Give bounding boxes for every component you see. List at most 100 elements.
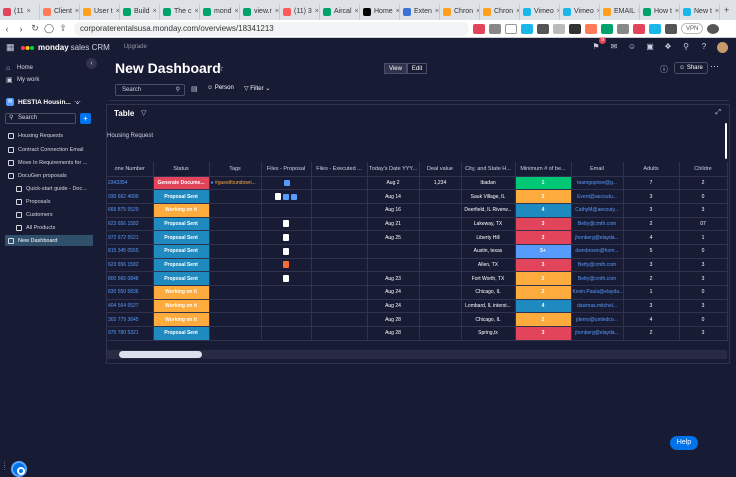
email-cell[interactable]: jhonberg@elayda... [571, 326, 624, 341]
date-cell[interactable] [367, 258, 420, 273]
browser-tab[interactable]: Build × [120, 3, 160, 20]
extension-icon-2[interactable] [489, 23, 501, 34]
min-beds-cell[interactable]: 2 [515, 189, 572, 204]
sidebar-item[interactable]: Quick-start guide - Doc... [5, 183, 93, 194]
date-cell[interactable]: Aug 28 [367, 312, 420, 328]
city-cell[interactable]: Chicago, IL [461, 285, 516, 300]
close-icon[interactable]: × [152, 8, 157, 15]
browser-tab[interactable]: Chron × [480, 3, 520, 20]
sidebar-item[interactable]: Contract Connection Email [5, 144, 93, 155]
email-cell[interactable]: Event@aecoutu... [571, 189, 624, 204]
files-proposal-cell[interactable] [261, 258, 312, 273]
apps-icon[interactable]: ▣ [646, 42, 654, 51]
widget-title[interactable]: Table [114, 109, 135, 118]
more-options-icon[interactable]: ⋯ [74, 99, 81, 106]
browser-tab[interactable]: Client × [40, 3, 80, 20]
phone-cell[interactable]: 800 566 0848 [107, 271, 154, 286]
browser-tab[interactable]: mond × [200, 3, 240, 20]
floating-action-button[interactable] [11, 461, 27, 477]
browser-menu-icon[interactable] [707, 23, 720, 34]
close-icon[interactable]: × [354, 8, 359, 15]
files-executed-cell[interactable] [311, 176, 368, 191]
status-cell[interactable]: Working on it [153, 312, 210, 328]
user-avatar[interactable] [717, 41, 728, 53]
table-row[interactable]: 623 656 1582 Proposal Sent Allen, TX 3 Betty… [107, 258, 728, 273]
deal-value-cell[interactable] [419, 299, 462, 314]
files-executed-cell[interactable] [311, 230, 368, 245]
close-icon[interactable]: × [74, 8, 79, 15]
calendar-icon[interactable]: ▤ [191, 86, 198, 93]
min-beds-cell[interactable]: 4 [515, 299, 572, 314]
children-cell[interactable]: 1 [679, 230, 728, 245]
bell-icon[interactable]: ⚑ 9 [590, 37, 606, 53]
email-cell[interactable]: teamgopriee@g... [571, 176, 624, 191]
date-cell[interactable]: Aug 24 [367, 285, 420, 300]
close-icon[interactable]: × [314, 8, 319, 15]
deal-value-cell[interactable] [419, 203, 462, 218]
column-header[interactable]: City, and State H... [461, 162, 516, 177]
tags-cell[interactable] [209, 299, 262, 314]
vertical-scrollbar[interactable] [725, 123, 727, 159]
status-cell[interactable]: Working on it [153, 285, 210, 300]
files-proposal-cell[interactable] [261, 189, 312, 204]
close-icon[interactable]: × [434, 8, 439, 15]
adults-cell[interactable]: 5 [623, 244, 680, 259]
column-header[interactable]: Files - Proposal [261, 162, 312, 177]
person-filter-button[interactable]: ☺ Person [207, 85, 234, 91]
sidebar-item[interactable]: Move In Requirements for ... [5, 157, 93, 168]
table-row[interactable]: 930 662 4699 Proposal Sent Aug 14 Sauk Vill… [107, 189, 728, 204]
column-header[interactable]: Tags [209, 162, 262, 177]
files-proposal-cell[interactable] [261, 230, 312, 245]
expand-icon[interactable]: ⤢ [715, 109, 721, 116]
date-cell[interactable]: Aug 24 [367, 299, 420, 314]
files-executed-cell[interactable] [311, 189, 368, 204]
sidebar-item[interactable]: New Dashboard [5, 235, 93, 246]
children-cell[interactable]: 3 [679, 203, 728, 218]
files-proposal-cell[interactable] [261, 285, 312, 300]
phone-cell[interactable]: 623 656 1582 [107, 217, 154, 232]
files-proposal-cell[interactable] [261, 176, 312, 191]
close-icon[interactable]: × [674, 8, 679, 15]
min-beds-cell[interactable]: 4 [515, 203, 572, 218]
browser-tab[interactable]: EMAIL× [600, 3, 640, 20]
deal-value-cell[interactable] [419, 326, 462, 341]
pdf-file-icon[interactable] [283, 261, 289, 269]
close-icon[interactable]: × [557, 8, 559, 15]
bookmark-icon[interactable]: ◯ [43, 23, 55, 33]
deal-value-cell[interactable]: 1,234 [419, 176, 462, 191]
help-button[interactable]: Help [670, 436, 698, 450]
table-row[interactable]: 830 550 5836 Working on it Aug 24 Chicago, … [107, 285, 728, 300]
files-executed-cell[interactable] [311, 299, 368, 314]
board-search-input[interactable]: Search ⚲ [115, 84, 185, 96]
adults-cell[interactable]: 1 [623, 285, 680, 300]
vpn-badge[interactable]: VPN [681, 23, 704, 34]
files-proposal-cell[interactable] [261, 299, 312, 314]
forward-icon[interactable]: › [19, 23, 23, 34]
column-header[interactable]: Email [571, 162, 624, 177]
reload-icon[interactable]: ↻ [31, 23, 39, 33]
status-cell[interactable]: Working on it [153, 203, 210, 218]
status-cell[interactable]: Proposal Sent [153, 244, 210, 259]
sidebar-home[interactable]: Home [17, 65, 34, 71]
date-cell[interactable]: Aug 28 [367, 326, 420, 341]
doc-file-icon[interactable] [291, 193, 297, 200]
doc-file-icon[interactable] [284, 179, 290, 186]
extension-icon-6[interactable] [553, 23, 565, 34]
city-cell[interactable]: Lakeway, TX [461, 217, 516, 232]
email-cell[interactable]: Betty@cmth.com [571, 258, 624, 273]
close-icon[interactable]: × [476, 8, 480, 15]
extension-icon-13[interactable] [665, 23, 677, 34]
tags-cell[interactable] [209, 326, 262, 341]
adults-cell[interactable]: 4 [623, 230, 680, 245]
browser-tab[interactable]: Home × [360, 3, 400, 20]
sidebar-item[interactable]: Customers [5, 209, 93, 220]
browser-tab[interactable]: Vimeo× [520, 3, 560, 20]
column-header[interactable]: Status [153, 162, 210, 177]
phone-cell[interactable]: 972 672 5521 [107, 230, 154, 245]
widget-filter-icon[interactable]: ▽ [141, 110, 147, 117]
status-cell[interactable]: Proposal Sent [153, 326, 210, 341]
status-cell[interactable]: Proposal Sent [153, 258, 210, 273]
files-proposal-cell[interactable] [261, 326, 312, 341]
extension-icon-5[interactable] [537, 23, 549, 34]
phone-cell[interactable]: 302 779 3645 [107, 312, 154, 328]
